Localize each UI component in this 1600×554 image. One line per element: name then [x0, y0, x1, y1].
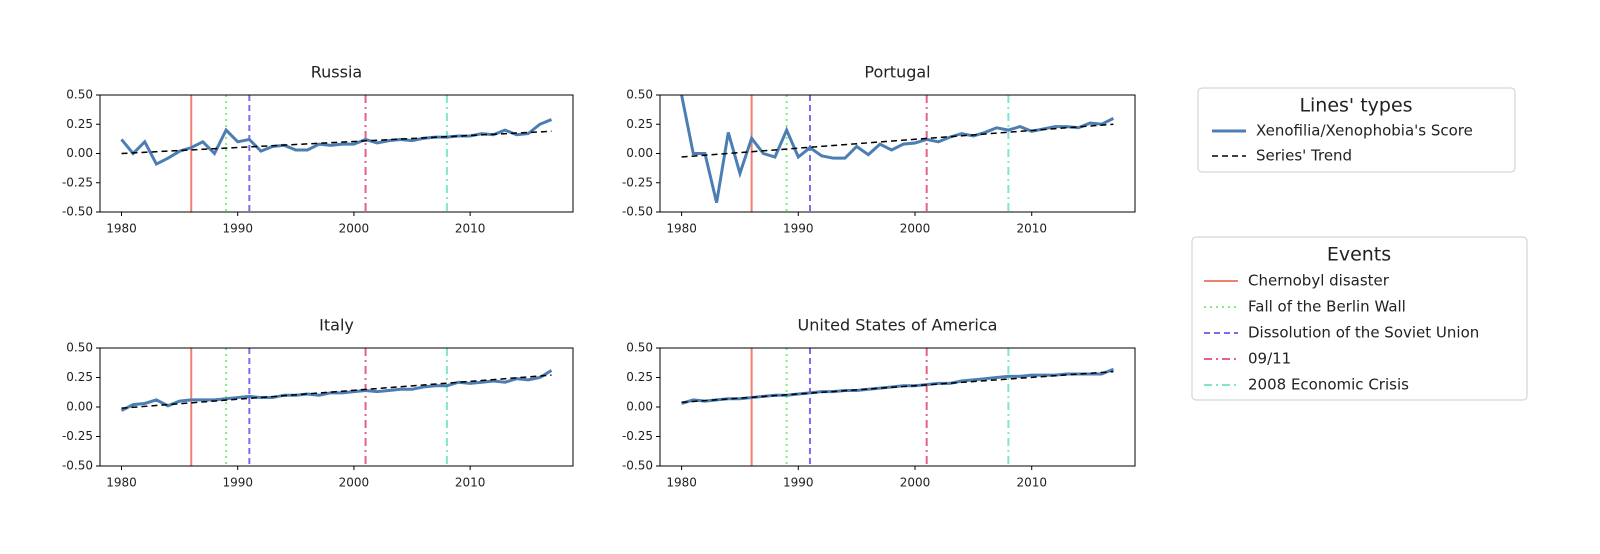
y-tick-label: 0.25 — [66, 370, 93, 384]
y-tick-label: -0.25 — [62, 429, 93, 443]
y-tick-label: -0.50 — [622, 205, 653, 219]
subplot-title: Italy — [319, 316, 354, 335]
x-tick-label: 1990 — [222, 222, 253, 236]
x-tick-label: 2010 — [455, 222, 486, 236]
axes-frame — [659, 94, 1136, 213]
x-tick-label: 2010 — [455, 476, 486, 490]
subplot-title: Portugal — [864, 63, 930, 82]
y-tick-label: 0.50 — [66, 341, 93, 355]
x-tick-label: 1990 — [783, 222, 814, 236]
subplot-title: United States of America — [798, 316, 998, 335]
legend-title: Lines' types — [1299, 95, 1412, 117]
lines-legend-box — [1197, 87, 1516, 173]
x-tick-label: 1980 — [106, 222, 137, 236]
x-tick-label: 2010 — [1016, 476, 1047, 490]
legend-label: Fall of the Berlin Wall — [1248, 298, 1406, 316]
events-legend-box — [1191, 236, 1528, 401]
legend-label: Series' Trend — [1256, 147, 1352, 165]
series-line — [681, 370, 1114, 404]
axes-frame — [659, 347, 1136, 467]
series-line — [120, 369, 553, 412]
y-tick-label: 0.50 — [626, 88, 653, 102]
y-tick-label: -0.50 — [62, 459, 93, 473]
x-tick-label: 2000 — [900, 476, 931, 490]
y-tick-label: 0.50 — [66, 88, 93, 102]
legend-label: 2008 Economic Crisis — [1248, 376, 1409, 394]
y-tick-label: -0.50 — [62, 205, 93, 219]
y-tick-label: 0.00 — [66, 146, 93, 160]
x-tick-label: 1990 — [783, 476, 814, 490]
x-tick-label: 2000 — [339, 476, 370, 490]
axes-frame — [99, 347, 574, 467]
legend-label: Chernobyl disaster — [1248, 272, 1390, 290]
y-tick-label: -0.50 — [622, 459, 653, 473]
legend-label: Dissolution of the Soviet Union — [1248, 324, 1479, 342]
y-tick-label: 0.00 — [66, 400, 93, 414]
series-line — [121, 374, 552, 409]
y-tick-label: 0.25 — [626, 370, 653, 384]
y-tick-label: 0.25 — [66, 117, 93, 131]
x-tick-label: 1980 — [106, 476, 137, 490]
y-tick-label: -0.25 — [62, 175, 93, 189]
x-tick-label: 1980 — [666, 476, 697, 490]
series-line — [120, 118, 553, 167]
y-tick-label: 0.25 — [626, 117, 653, 131]
y-tick-label: -0.25 — [622, 429, 653, 443]
x-tick-label: 2000 — [900, 222, 931, 236]
x-tick-label: 2000 — [339, 222, 370, 236]
y-tick-label: 0.50 — [626, 341, 653, 355]
series-line — [121, 130, 552, 155]
axes-frame — [99, 94, 574, 213]
y-tick-label: 0.00 — [626, 146, 653, 160]
x-tick-label: 1980 — [666, 222, 697, 236]
x-tick-label: 1990 — [222, 476, 253, 490]
subplot-title: Russia — [311, 63, 362, 82]
legend-label: 09/11 — [1248, 350, 1291, 368]
series-line — [681, 123, 1114, 158]
x-tick-label: 2010 — [1016, 222, 1047, 236]
series-line — [680, 94, 1115, 203]
legend-label: Xenofilia/Xenophobia's Score — [1256, 122, 1473, 140]
y-tick-label: 0.00 — [626, 400, 653, 414]
y-tick-label: -0.25 — [622, 175, 653, 189]
legend-title: Events — [1327, 244, 1391, 266]
